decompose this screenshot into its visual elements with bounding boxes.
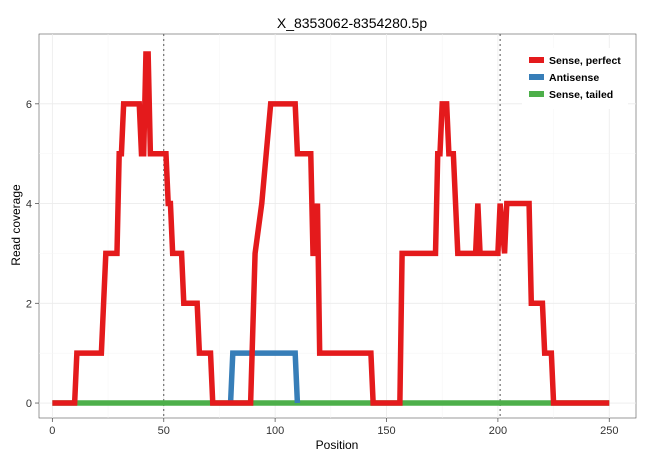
legend-label: Antisense	[549, 72, 599, 84]
x-tick-label: 250	[600, 425, 618, 437]
series-line	[227, 350, 301, 404]
y-axis: 0 2 4 6	[26, 99, 39, 410]
x-axis-label: Position	[316, 438, 359, 452]
x-axis: 0 50 100 150 200 250	[49, 418, 618, 437]
y-tick-label: 4	[26, 199, 32, 211]
x-tick-label: 100	[266, 425, 284, 437]
y-axis-label: Read coverage	[9, 184, 23, 266]
legend-swatch	[529, 57, 544, 63]
legend: Sense, perfect Antisense Sense, tailed	[522, 48, 628, 109]
y-tick-label: 2	[26, 298, 32, 310]
x-tick-label: 50	[158, 425, 170, 437]
y-tick-label: 6	[26, 99, 32, 111]
x-tick-label: 0	[49, 425, 55, 437]
legend-label: Sense, tailed	[549, 89, 613, 101]
legend-swatch	[529, 74, 544, 80]
series-lines	[52, 51, 610, 406]
legend-swatch	[529, 91, 544, 97]
y-tick-label: 0	[26, 398, 32, 410]
x-tick-label: 150	[377, 425, 395, 437]
chart-title: X_8353062-8354280.5p	[277, 15, 427, 31]
legend-label: Sense, perfect	[549, 55, 621, 67]
series-line	[52, 51, 610, 406]
x-tick-label: 200	[489, 425, 507, 437]
